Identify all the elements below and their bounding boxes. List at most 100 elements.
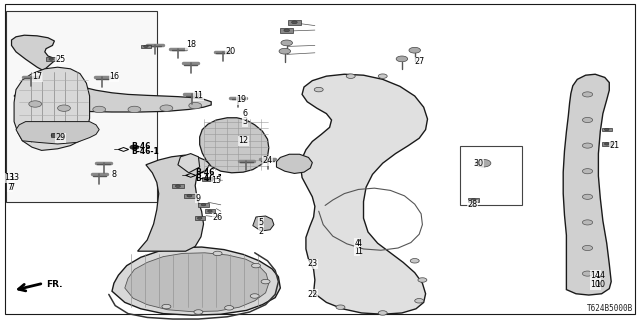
Circle shape — [396, 56, 408, 62]
Circle shape — [201, 204, 206, 206]
Text: 13: 13 — [10, 173, 20, 182]
Circle shape — [175, 185, 180, 188]
Text: 25: 25 — [56, 55, 66, 64]
Text: 17: 17 — [32, 72, 42, 81]
Text: 24: 24 — [262, 156, 273, 165]
Circle shape — [582, 220, 593, 225]
Circle shape — [378, 311, 387, 315]
Polygon shape — [178, 154, 200, 173]
Polygon shape — [253, 216, 274, 231]
Text: 12: 12 — [238, 136, 248, 145]
Circle shape — [471, 199, 476, 201]
Text: 4: 4 — [355, 239, 360, 248]
Circle shape — [582, 117, 593, 123]
Polygon shape — [200, 118, 269, 173]
Circle shape — [143, 45, 148, 47]
Text: 26: 26 — [212, 213, 223, 222]
Text: 19: 19 — [236, 95, 246, 104]
Circle shape — [213, 251, 222, 256]
Text: 27: 27 — [414, 57, 424, 66]
Text: 21: 21 — [609, 141, 620, 150]
Circle shape — [58, 105, 70, 111]
Circle shape — [93, 106, 106, 113]
Bar — [184, 194, 195, 198]
Bar — [46, 57, 56, 61]
Circle shape — [346, 74, 355, 78]
Circle shape — [160, 105, 173, 111]
Circle shape — [225, 306, 234, 310]
Polygon shape — [276, 154, 312, 173]
Polygon shape — [14, 67, 90, 150]
Text: B-46-1: B-46-1 — [195, 174, 223, 183]
Text: 7: 7 — [7, 183, 12, 192]
Bar — [468, 198, 479, 202]
Circle shape — [51, 134, 58, 137]
Polygon shape — [16, 122, 99, 144]
Text: 28: 28 — [467, 200, 477, 209]
Bar — [602, 142, 612, 146]
Text: 9: 9 — [196, 194, 201, 203]
Bar — [172, 184, 184, 188]
Text: 4: 4 — [357, 239, 362, 248]
Text: 1: 1 — [355, 247, 360, 256]
Text: 15: 15 — [211, 176, 221, 185]
Circle shape — [336, 305, 345, 309]
Circle shape — [604, 143, 609, 145]
Circle shape — [582, 194, 593, 199]
Text: 7: 7 — [10, 183, 15, 192]
Text: 3: 3 — [243, 117, 248, 126]
Text: 23: 23 — [307, 260, 317, 268]
Circle shape — [261, 279, 270, 284]
Text: 10: 10 — [590, 280, 600, 289]
Bar — [198, 203, 209, 206]
Text: 30: 30 — [474, 159, 484, 168]
Bar — [602, 128, 612, 131]
Text: 14: 14 — [595, 271, 605, 280]
Circle shape — [281, 40, 292, 46]
Text: 22: 22 — [307, 290, 317, 299]
Circle shape — [314, 87, 323, 92]
Polygon shape — [563, 74, 611, 295]
Bar — [280, 28, 293, 33]
Text: B-46: B-46 — [131, 142, 150, 151]
Circle shape — [582, 143, 593, 148]
Circle shape — [189, 102, 202, 109]
Circle shape — [582, 92, 593, 97]
Text: 29: 29 — [56, 133, 66, 142]
Circle shape — [582, 169, 593, 174]
Bar — [205, 209, 215, 213]
Bar — [141, 44, 151, 48]
Circle shape — [128, 106, 141, 113]
Circle shape — [292, 21, 297, 24]
Polygon shape — [301, 74, 428, 314]
Circle shape — [604, 128, 609, 131]
Bar — [195, 216, 205, 220]
Circle shape — [130, 145, 139, 149]
Text: B-46: B-46 — [195, 168, 214, 177]
Polygon shape — [138, 155, 210, 251]
Text: 10: 10 — [595, 280, 605, 289]
Bar — [51, 133, 63, 137]
Circle shape — [284, 29, 289, 32]
Circle shape — [415, 299, 424, 303]
Circle shape — [409, 47, 420, 53]
Circle shape — [582, 245, 593, 251]
Circle shape — [279, 48, 291, 54]
Polygon shape — [125, 253, 269, 312]
Circle shape — [378, 74, 387, 78]
Text: 8: 8 — [111, 170, 116, 179]
Text: 2: 2 — [259, 227, 264, 236]
Text: 6: 6 — [243, 109, 248, 118]
Text: 16: 16 — [109, 72, 119, 81]
Circle shape — [476, 159, 491, 167]
Circle shape — [197, 217, 202, 219]
Bar — [288, 20, 301, 25]
Text: 14: 14 — [590, 271, 600, 280]
Circle shape — [250, 294, 259, 298]
Circle shape — [418, 278, 427, 282]
Bar — [6, 11, 157, 202]
Circle shape — [49, 58, 54, 60]
Circle shape — [162, 304, 171, 309]
Circle shape — [205, 178, 210, 180]
Text: 5: 5 — [259, 218, 264, 227]
